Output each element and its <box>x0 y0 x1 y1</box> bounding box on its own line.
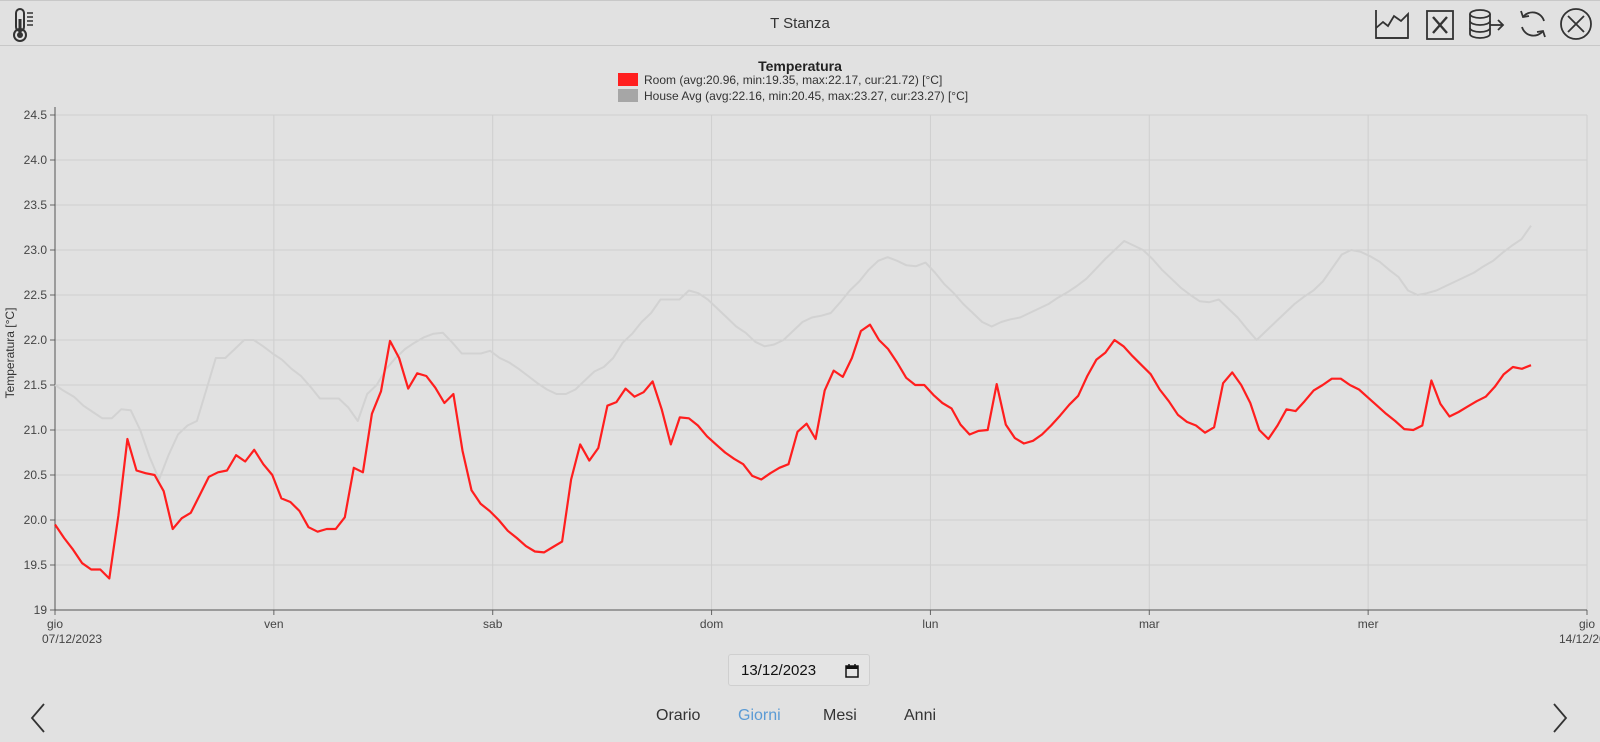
temperature-chart: Temperatura Room (avg:20.96, min:19.35, … <box>0 46 1600 656</box>
y-tick-label: 20.5 <box>24 468 48 482</box>
y-tick-label: 23.0 <box>24 243 48 257</box>
y-axis-label: Temperatura [°C] <box>3 308 17 399</box>
chart-title: Temperatura <box>758 58 842 74</box>
x-tick-label: gio <box>47 617 63 631</box>
x-tick-label: gio <box>1579 617 1595 631</box>
x-tick-label: ven <box>264 617 283 631</box>
calendar-icon[interactable] <box>845 663 859 682</box>
y-tick-label: 22.5 <box>24 288 48 302</box>
chart-legend: Room (avg:20.96, min:19.35, max:22.17, c… <box>618 73 968 103</box>
x-tick-sublabel: 07/12/2023 <box>42 632 102 646</box>
chart-svg: Temperatura Room (avg:20.96, min:19.35, … <box>3 58 1600 646</box>
x-tick-label: mer <box>1358 617 1379 631</box>
series-room-line <box>54 323 1532 580</box>
y-tick-label: 23.5 <box>24 198 48 212</box>
tab-orario[interactable]: Orario <box>656 707 701 724</box>
y-tick-label: 22.0 <box>24 333 48 347</box>
close-icon[interactable] <box>1559 7 1593 41</box>
thermometer-icon[interactable] <box>9 7 37 43</box>
y-tick-label: 21.5 <box>24 378 48 392</box>
y-tick-label: 19.5 <box>24 558 48 572</box>
series-house-avg-line <box>54 225 1532 481</box>
x-tick-label: lun <box>922 617 938 631</box>
y-tick-label: 21.0 <box>24 423 48 437</box>
legend-label-house-avg: House Avg (avg:22.16, min:20.45, max:23.… <box>644 89 968 103</box>
chevron-right-icon[interactable] <box>1552 702 1568 739</box>
y-tick-label: 24.0 <box>24 153 48 167</box>
date-input[interactable]: 13/12/2023 <box>728 654 870 686</box>
tab-mesi[interactable]: Mesi <box>823 707 857 724</box>
period-tabs: Orario Giorni Mesi Anni <box>0 707 1600 731</box>
y-tick-label: 20.0 <box>24 513 48 527</box>
y-tick-label: 19 <box>34 603 48 617</box>
excel-icon[interactable] <box>1425 9 1457 41</box>
chart-series <box>54 225 1532 580</box>
legend-swatch-room <box>618 73 638 86</box>
app-header: T Stanza <box>0 0 1600 46</box>
refresh-icon[interactable] <box>1517 8 1549 40</box>
y-tick-label: 24.5 <box>24 108 48 122</box>
x-tick-label: mar <box>1139 617 1160 631</box>
date-input-value[interactable]: 13/12/2023 <box>741 662 817 679</box>
chevron-left-icon[interactable] <box>30 702 46 739</box>
chart-icon[interactable] <box>1374 8 1410 40</box>
tab-anni[interactable]: Anni <box>904 707 937 724</box>
tab-giorni[interactable]: Giorni <box>738 707 781 724</box>
legend-label-room: Room (avg:20.96, min:19.35, max:22.17, c… <box>644 73 942 87</box>
x-tick-label: dom <box>700 617 723 631</box>
page-title: T Stanza <box>770 15 830 32</box>
x-tick-sublabel: 14/12/2023 <box>1559 632 1600 646</box>
legend-swatch-house-avg <box>618 89 638 102</box>
y-axis: 24.5 24.0 23.5 23.0 22.5 22.0 21.5 21.0 20.5 20.0… <box>24 107 56 617</box>
database-export-icon[interactable] <box>1468 8 1506 42</box>
x-tick-label: sab <box>483 617 503 631</box>
